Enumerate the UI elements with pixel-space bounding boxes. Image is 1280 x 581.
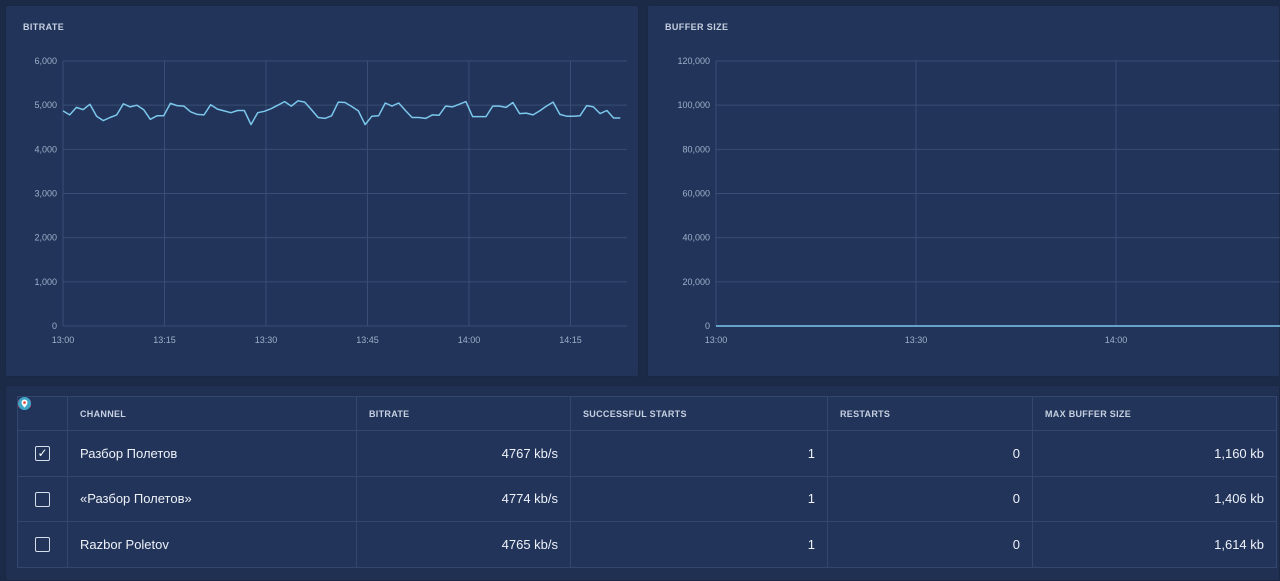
channel-name: «Разбор Полетов» <box>80 491 192 507</box>
bitrate-panel-title: BITRATE <box>23 22 65 32</box>
restarts-cell: 0 <box>827 430 1033 477</box>
buffer-x-tick-label: 13:00 <box>705 335 728 345</box>
table-header-row: CHANNEL BITRATE SUCCESSFUL STARTS RESTAR… <box>17 396 1277 431</box>
row-checkbox[interactable] <box>35 537 50 553</box>
bitrate-x-tick-label: 13:45 <box>356 335 379 345</box>
bitrate-y-tick-label: 1,000 <box>34 277 57 287</box>
row-checkbox[interactable] <box>35 491 50 507</box>
row-select-cell <box>17 521 68 568</box>
bitrate-series-line <box>62 100 621 126</box>
header-bitrate[interactable]: BITRATE <box>356 396 571 431</box>
bitrate-y-tick-label: 0 <box>52 321 57 331</box>
buffer-size-chart: 0 20,000 40,000 60,000 80,000 100,000 120,000 1… <box>677 56 1280 345</box>
header-restarts[interactable]: RESTARTS <box>827 396 1033 431</box>
buffer-y-tick-label: 0 <box>705 321 710 331</box>
bitrate-x-tick-label: 13:15 <box>153 335 176 345</box>
buffer-y-tick-label: 120,000 <box>677 56 710 66</box>
buffer-y-tick-label: 80,000 <box>682 144 710 154</box>
buffer-y-tick-label: 20,000 <box>682 277 710 287</box>
buffer-size-panel: BUFFER SIZE 0 20,000 40,000 60,000 80,000 100… <box>647 5 1280 377</box>
bitrate-y-tick-label: 5,000 <box>34 100 57 110</box>
channel-name: Разбор Полетов <box>80 445 178 461</box>
table-row: ✓ Разбор Полетов 4767 kb/s 1 0 1,160 kb <box>17 399 1277 477</box>
buffer-y-tick-label: 40,000 <box>682 233 710 243</box>
periscope-icon <box>17 396 31 410</box>
bitrate-cell: 4774 kb/s <box>356 475 571 522</box>
bitrate-chart: 0 1,000 2,000 3,000 4,000 5,000 6,000 13:00 13:1… <box>34 56 627 345</box>
header-successful-starts[interactable]: SUCCESSFUL STARTS <box>570 396 828 431</box>
row-select-cell: ✓ <box>17 430 68 477</box>
successful-starts-cell: 1 <box>570 475 828 522</box>
bitrate-y-tick-label: 4,000 <box>34 144 57 154</box>
channel-cell: Разбор Полетов <box>17 399 357 477</box>
row-checkbox[interactable]: ✓ <box>35 446 50 462</box>
bitrate-y-tick-label: 3,000 <box>34 189 57 199</box>
table-row: «Разбор Полетов» 4774 kb/s 1 0 1,406 kb <box>17 396 1277 522</box>
channel-name: Razbor Poletov <box>80 536 169 552</box>
buffer-x-tick-label: 14:00 <box>1105 335 1128 345</box>
bitrate-x-tick-label: 13:30 <box>255 335 278 345</box>
max-buffer-size-cell: 1,160 kb <box>1032 430 1277 477</box>
buffer-size-panel-title: BUFFER SIZE <box>665 22 729 32</box>
buffer-x-tick-label: 13:30 <box>905 335 928 345</box>
bitrate-x-tick-label: 13:00 <box>52 335 75 345</box>
channels-panel: CHANNEL BITRATE SUCCESSFUL STARTS RESTAR… <box>5 385 1280 581</box>
bitrate-y-tick-label: 2,000 <box>34 233 57 243</box>
max-buffer-size-cell: 1,614 kb <box>1032 521 1277 568</box>
restarts-cell: 0 <box>827 521 1033 568</box>
channel-cell: «Разбор Полетов» <box>17 396 357 522</box>
bitrate-x-tick-label: 14:15 <box>559 335 582 345</box>
bitrate-x-tick-label: 14:00 <box>458 335 481 345</box>
successful-starts-cell: 1 <box>570 521 828 568</box>
bitrate-y-tick-label: 6,000 <box>34 56 57 66</box>
bitrate-panel: BITRATE 0 1,000 2,000 3,000 4,000 5,000 6,000 1… <box>5 5 639 377</box>
buffer-y-tick-label: 60,000 <box>682 189 710 199</box>
channels-table: CHANNEL BITRATE SUCCESSFUL STARTS RESTAR… <box>17 396 1277 568</box>
bitrate-cell: 4767 kb/s <box>356 430 571 477</box>
row-select-cell <box>17 475 68 522</box>
bitrate-cell: 4765 kb/s <box>356 521 571 568</box>
header-channel[interactable]: CHANNEL <box>67 396 357 431</box>
max-buffer-size-cell: 1,406 kb <box>1032 475 1277 522</box>
buffer-y-tick-label: 100,000 <box>677 100 710 110</box>
channel-cell: Razbor Poletov <box>17 396 357 568</box>
table-row: Razbor Poletov 4765 kb/s 1 0 1,614 kb <box>17 396 1277 568</box>
successful-starts-cell: 1 <box>570 430 828 477</box>
header-max-buffer-size[interactable]: MAX BUFFER SIZE <box>1032 396 1277 431</box>
restarts-cell: 0 <box>827 475 1033 522</box>
